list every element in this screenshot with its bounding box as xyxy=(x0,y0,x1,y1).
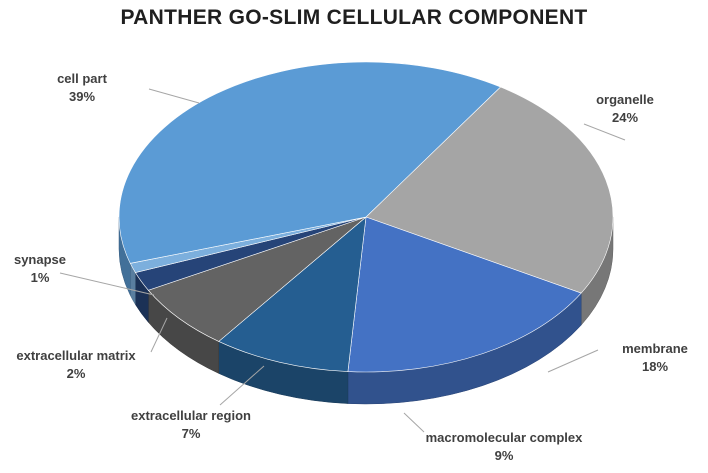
slice-label-organelle: organelle xyxy=(596,92,654,107)
slice-labels: organelle 24% membrane 18% macromolecular co… xyxy=(14,71,688,463)
slice-label-extracellular-matrix: extracellular matrix xyxy=(16,348,136,363)
slice-label-macromolecular-complex: macromolecular complex xyxy=(426,430,584,445)
slice-label-membrane: membrane xyxy=(622,341,688,356)
slice-percent-organelle: 24% xyxy=(612,110,638,125)
leader-line-organelle xyxy=(583,123,626,141)
slice-percent-cell-part: 39% xyxy=(69,89,95,104)
pie-slice-extracellular-region xyxy=(147,216,367,342)
pie-slice-cell-part xyxy=(118,61,502,264)
chart-title: PANTHER GO-SLIM CELLULAR COMPONENT xyxy=(120,6,588,29)
slice-percent-synapse: 1% xyxy=(31,270,50,285)
slice-percent-extracellular-region: 7% xyxy=(182,426,201,441)
leader-line-extracellular-matrix xyxy=(150,317,168,353)
slice-label-synapse: synapse xyxy=(14,252,66,267)
leader-lines xyxy=(59,88,626,433)
slice-label-cell-part: cell part xyxy=(57,71,108,86)
slice-percent-membrane: 18% xyxy=(642,359,668,374)
pie-slice-membrane xyxy=(347,216,582,373)
pie-top-faces xyxy=(118,61,614,373)
slice-percent-macromolecular-complex: 9% xyxy=(495,448,514,463)
leader-line-extracellular-region xyxy=(219,365,265,406)
slice-percent-extracellular-matrix: 2% xyxy=(67,366,86,381)
leader-line-synapse xyxy=(59,272,155,296)
leader-line-macromolecular-complex xyxy=(403,412,425,433)
leader-line-membrane xyxy=(547,349,599,373)
pie-side-walls xyxy=(118,216,614,405)
slice-label-extracellular-region: extracellular region xyxy=(131,408,251,423)
pie-slice-macromolecular-complex xyxy=(218,216,367,372)
leader-line-cell-part xyxy=(148,88,200,104)
pie-slice-organelle xyxy=(365,86,614,294)
